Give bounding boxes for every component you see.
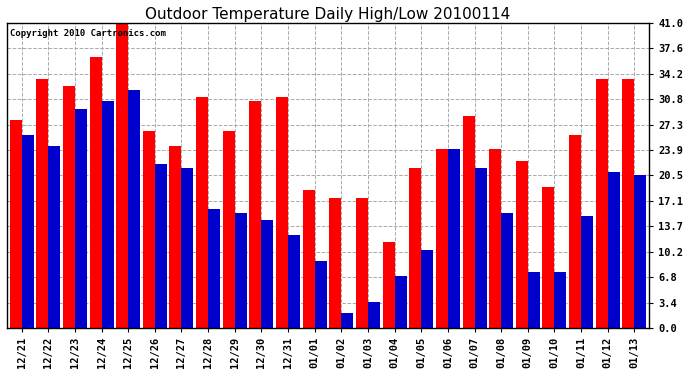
Bar xyxy=(569,135,581,328)
Bar xyxy=(329,198,342,328)
Bar xyxy=(48,146,60,328)
Bar xyxy=(196,98,208,328)
Bar xyxy=(595,79,608,328)
Bar xyxy=(315,261,326,328)
Bar xyxy=(90,57,101,328)
Bar xyxy=(356,198,368,328)
Bar xyxy=(75,109,87,328)
Bar xyxy=(101,101,114,328)
Bar xyxy=(475,168,486,328)
Bar xyxy=(421,250,433,328)
Bar xyxy=(21,135,34,328)
Bar xyxy=(516,160,528,328)
Bar xyxy=(262,220,273,328)
Bar xyxy=(542,187,555,328)
Bar xyxy=(128,90,140,328)
Bar xyxy=(555,272,566,328)
Bar xyxy=(395,276,406,328)
Bar xyxy=(181,168,193,328)
Bar xyxy=(489,149,501,328)
Bar xyxy=(303,190,315,328)
Bar xyxy=(37,79,48,328)
Title: Outdoor Temperature Daily High/Low 20100114: Outdoor Temperature Daily High/Low 20100… xyxy=(146,7,511,22)
Bar xyxy=(143,131,155,328)
Bar xyxy=(409,168,421,328)
Bar xyxy=(436,149,448,328)
Bar xyxy=(368,302,380,328)
Bar xyxy=(608,172,620,328)
Bar xyxy=(235,213,247,328)
Bar xyxy=(634,176,647,328)
Bar xyxy=(276,98,288,328)
Bar xyxy=(462,116,475,328)
Bar xyxy=(155,164,167,328)
Bar xyxy=(501,213,513,328)
Bar xyxy=(528,272,540,328)
Bar xyxy=(448,149,460,328)
Bar xyxy=(10,120,21,328)
Bar xyxy=(170,146,181,328)
Bar xyxy=(342,313,353,328)
Bar xyxy=(288,235,300,328)
Bar xyxy=(223,131,235,328)
Bar xyxy=(249,101,262,328)
Bar xyxy=(622,79,634,328)
Bar xyxy=(116,20,128,328)
Bar xyxy=(208,209,220,328)
Text: Copyright 2010 Cartronics.com: Copyright 2010 Cartronics.com xyxy=(10,29,166,38)
Bar xyxy=(382,242,395,328)
Bar xyxy=(63,86,75,328)
Bar xyxy=(581,216,593,328)
